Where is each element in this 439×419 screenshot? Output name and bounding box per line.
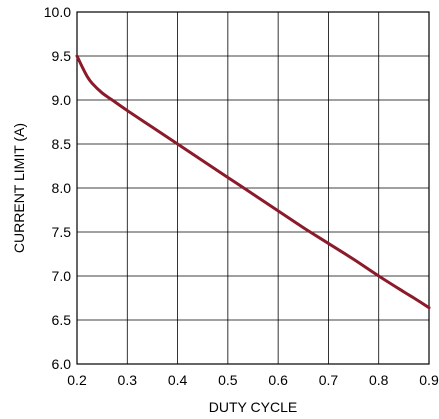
y-tick-label: 8.5 xyxy=(52,136,72,152)
x-tick-label: 0.3 xyxy=(118,372,138,388)
y-tick-label: 9.5 xyxy=(52,48,72,64)
x-tick-label: 0.5 xyxy=(218,372,238,388)
x-tick-label: 0.7 xyxy=(319,372,339,388)
y-tick-label: 6.5 xyxy=(52,312,72,328)
x-tick-label: 0.4 xyxy=(168,372,188,388)
x-tick-labels: 0.2 0.3 0.4 0.5 0.6 0.7 0.8 0.9 xyxy=(67,372,439,388)
y-axis-title: CURRENT LIMIT (A) xyxy=(11,123,27,253)
series-group xyxy=(75,54,431,310)
y-tick-label: 10.0 xyxy=(44,4,71,20)
y-tick-label: 6.0 xyxy=(52,356,72,372)
x-tick-label: 0.2 xyxy=(67,372,87,388)
y-tick-label: 8.0 xyxy=(52,180,72,196)
y-tick-label: 7.0 xyxy=(52,268,72,284)
y-tick-labels: 6.0 6.5 7.0 7.5 8.0 8.5 9.0 9.5 10.0 xyxy=(44,4,71,372)
x-tick-label: 0.8 xyxy=(369,372,389,388)
x-tick-label: 0.9 xyxy=(419,372,439,388)
grid xyxy=(76,11,430,365)
current-limit-line xyxy=(75,54,431,310)
y-tick-label: 9.0 xyxy=(52,92,72,108)
y-tick-label: 7.5 xyxy=(52,224,72,240)
x-tick-label: 0.6 xyxy=(268,372,288,388)
x-axis-title: DUTY CYCLE xyxy=(209,399,297,415)
plot-frame xyxy=(76,11,430,365)
